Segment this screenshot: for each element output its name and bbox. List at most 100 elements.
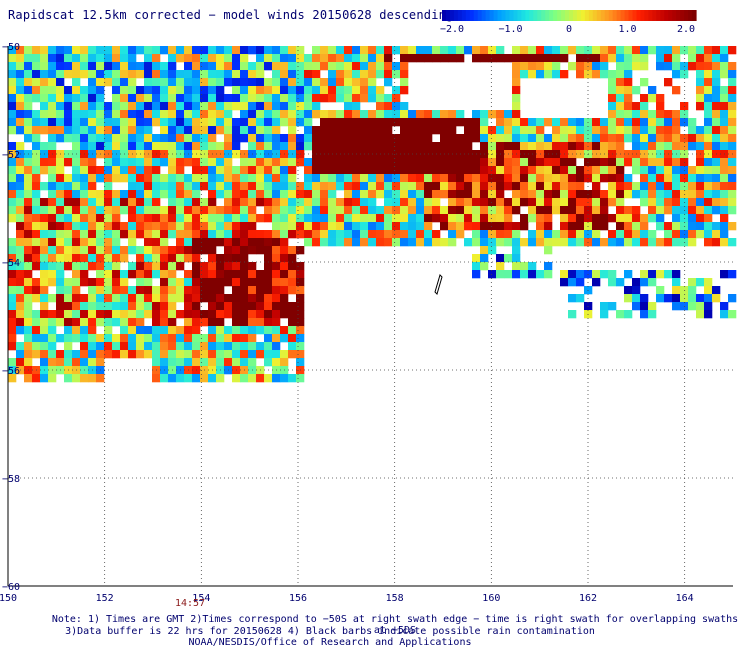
data-cell	[456, 158, 465, 167]
data-cell	[704, 126, 713, 135]
data-cell	[64, 198, 73, 207]
data-cell	[248, 94, 257, 103]
data-cell	[384, 62, 393, 71]
data-cell	[224, 94, 233, 103]
data-cell	[432, 158, 441, 167]
data-cell	[240, 350, 249, 359]
data-cell	[104, 198, 113, 207]
data-cell	[520, 214, 529, 223]
data-cell	[536, 270, 545, 279]
data-cell	[344, 78, 353, 87]
data-cell	[232, 118, 241, 127]
data-cell	[688, 62, 697, 71]
data-cell	[40, 342, 49, 351]
data-cell	[208, 54, 217, 63]
data-cell	[688, 278, 697, 287]
data-cell	[200, 94, 209, 103]
data-cell	[8, 374, 17, 383]
data-cell	[80, 222, 89, 231]
data-cell	[224, 254, 233, 263]
data-cell	[200, 318, 209, 327]
data-cell	[568, 214, 577, 223]
data-cell	[48, 206, 57, 215]
data-cell	[272, 374, 281, 383]
data-cell	[592, 166, 601, 175]
data-cell	[216, 62, 225, 71]
data-cell	[136, 86, 145, 95]
data-cell	[664, 166, 673, 175]
data-cell	[312, 174, 321, 183]
data-cell	[144, 102, 153, 111]
data-cell	[504, 206, 513, 215]
data-cell	[696, 174, 705, 183]
data-cell	[24, 334, 33, 343]
data-cell	[288, 262, 297, 271]
data-cell	[648, 174, 657, 183]
data-cell	[400, 126, 409, 135]
data-cell	[632, 302, 641, 311]
data-cell	[152, 86, 161, 95]
data-cell	[88, 294, 97, 303]
data-cell	[24, 166, 33, 175]
data-cell	[664, 294, 673, 303]
data-cell	[696, 62, 705, 71]
data-cell	[528, 182, 537, 191]
data-cell	[280, 230, 289, 239]
data-cell	[176, 118, 185, 127]
data-cell	[248, 158, 257, 167]
data-cell	[136, 206, 145, 215]
data-cell	[728, 182, 737, 191]
data-cell	[512, 230, 521, 239]
colorbar-segment	[445, 10, 451, 21]
data-cell	[40, 294, 49, 303]
data-cell	[248, 230, 257, 239]
data-cell	[160, 102, 169, 111]
data-cell	[264, 182, 273, 191]
data-cell	[456, 118, 465, 127]
data-cell	[624, 78, 633, 87]
lat-tick-label: −54	[2, 258, 20, 269]
data-cell	[728, 94, 737, 103]
data-cell	[40, 158, 49, 167]
data-cell	[248, 238, 257, 247]
data-cell	[120, 134, 129, 143]
data-cell	[568, 166, 577, 175]
data-cell	[536, 174, 545, 183]
data-cell	[96, 374, 105, 383]
data-cell	[624, 86, 633, 95]
data-cell	[656, 142, 665, 151]
data-cell	[160, 158, 169, 167]
data-cell	[560, 190, 569, 199]
data-cell	[456, 54, 465, 63]
data-cell	[712, 70, 721, 79]
data-cell	[120, 342, 129, 351]
data-cell	[224, 78, 233, 87]
data-cell	[328, 134, 337, 143]
data-cell	[304, 214, 313, 223]
data-cell	[712, 86, 721, 95]
data-cell	[640, 230, 649, 239]
data-cell	[720, 54, 729, 63]
data-cell	[672, 278, 681, 287]
data-cell	[712, 142, 721, 151]
data-cell	[320, 78, 329, 87]
data-cell	[88, 206, 97, 215]
data-cell	[240, 78, 249, 87]
data-cell	[576, 46, 585, 55]
data-cell	[144, 142, 153, 151]
data-cell	[72, 246, 81, 255]
data-cell	[672, 198, 681, 207]
data-cell	[96, 238, 105, 247]
data-cell	[168, 206, 177, 215]
data-cell	[504, 134, 513, 143]
data-cell	[104, 46, 113, 55]
data-cell	[192, 54, 201, 63]
data-cell	[416, 230, 425, 239]
data-cell	[376, 166, 385, 175]
lon-tick-label: 154	[192, 593, 210, 604]
data-cell	[720, 206, 729, 215]
data-cell	[528, 206, 537, 215]
data-cell	[592, 158, 601, 167]
data-cell	[216, 190, 225, 199]
data-cell	[240, 270, 249, 279]
